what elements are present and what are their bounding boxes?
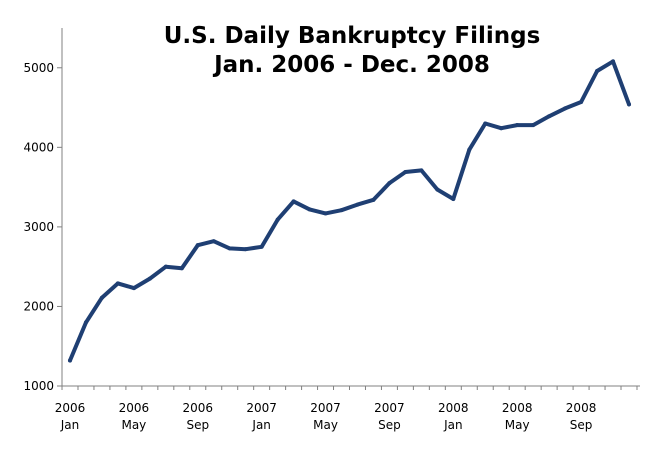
y-tick-label: 4000 (23, 140, 54, 154)
data-point (259, 244, 264, 249)
data-point (68, 358, 72, 363)
data-point (115, 281, 120, 286)
y-tick-label: 3000 (23, 220, 54, 234)
data-point (355, 202, 360, 207)
chart-title: U.S. Daily Bankruptcy Filings Jan. 2006 … (62, 22, 642, 80)
data-point (547, 114, 552, 119)
data-point (419, 168, 424, 173)
x-tick-label-year: 2006 (119, 401, 150, 415)
x-axis-ticks: 2006 Jan 2006 May 2006 Sep 2007 Jan 2007 May 2007 S… (55, 386, 638, 432)
data-point (435, 187, 440, 192)
data-point (211, 239, 216, 244)
data-point (515, 123, 520, 128)
data-point (131, 286, 136, 291)
data-point (147, 276, 152, 281)
x-tick-label-year: 2008 (438, 401, 469, 415)
x-tick-label-year: 2006 (182, 401, 213, 415)
y-tick-label: 1000 (23, 379, 54, 393)
series-group (68, 59, 631, 363)
x-tick-label-month: Jan (443, 418, 463, 432)
data-point (499, 126, 504, 131)
data-point (595, 68, 600, 73)
x-tick-label-month: May (313, 418, 338, 432)
x-tick-label-month: May (121, 418, 146, 432)
data-point (291, 199, 296, 204)
data-point (99, 295, 104, 300)
data-point (531, 123, 536, 128)
data-point (451, 197, 456, 202)
data-point (467, 147, 472, 152)
data-point (243, 247, 248, 252)
x-tick-label-year: 2007 (246, 401, 277, 415)
chart-title-line-2: Jan. 2006 - Dec. 2008 (214, 52, 490, 78)
data-point (371, 197, 376, 202)
chart-title-line-1: U.S. Daily Bankruptcy Filings (163, 23, 541, 49)
data-point (307, 207, 312, 212)
y-tick-label: 2000 (23, 299, 54, 313)
x-tick-label-year: 2007 (310, 401, 341, 415)
data-point (627, 102, 631, 107)
data-point (563, 106, 568, 111)
data-point (275, 217, 280, 222)
x-tick-label-month: Sep (570, 418, 593, 432)
data-point (403, 169, 408, 174)
y-axis-ticks: 1000 2000 3000 4000 5000 (23, 61, 62, 393)
data-point (339, 208, 344, 213)
x-tick-label-month: Sep (378, 418, 401, 432)
x-tick-label-year: 2008 (502, 401, 533, 415)
data-point (483, 121, 488, 126)
x-tick-label-year: 2008 (566, 401, 597, 415)
data-point (163, 264, 168, 269)
x-tick-label-year: 2006 (55, 401, 86, 415)
data-point (195, 243, 200, 248)
data-point (227, 246, 232, 251)
data-point (179, 266, 184, 271)
x-tick-label-month: Jan (251, 418, 271, 432)
data-point (323, 211, 328, 216)
series-line (68, 59, 631, 363)
data-point (611, 59, 616, 64)
x-tick-label-month: Jan (60, 418, 80, 432)
data-point (579, 99, 584, 104)
data-point (83, 320, 88, 325)
y-tick-label: 5000 (23, 61, 54, 75)
data-point (387, 181, 392, 186)
x-tick-label-month: Sep (186, 418, 209, 432)
x-tick-label-year: 2007 (374, 401, 405, 415)
x-tick-label-month: May (505, 418, 530, 432)
